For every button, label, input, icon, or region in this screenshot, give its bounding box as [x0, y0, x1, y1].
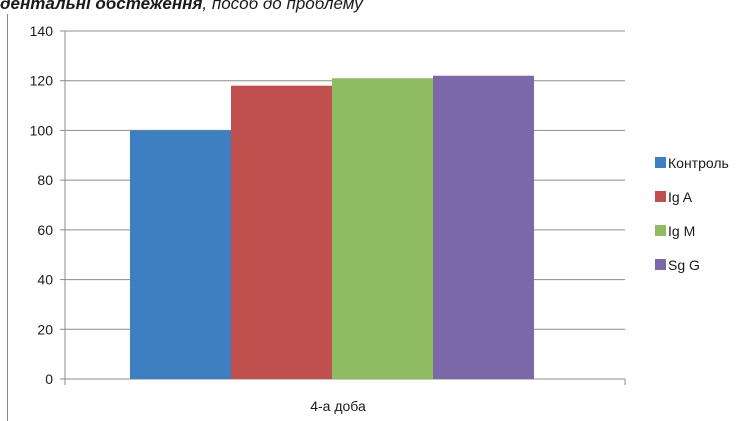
chart-frame-border: [7, 14, 8, 421]
legend-swatch: [655, 191, 666, 202]
legend-label: Ig M: [668, 223, 695, 239]
bars: [130, 75, 534, 379]
x-tick-labels: 4-а доба: [310, 398, 366, 414]
y-tick-label: 60: [37, 222, 53, 238]
legend-label: Контроль: [668, 155, 729, 171]
legend-swatch: [655, 225, 666, 236]
y-tick-label: 20: [37, 321, 53, 337]
legend-swatch: [655, 157, 666, 168]
legend: Контроль Ig A Ig M Sg G: [655, 155, 729, 273]
y-tick-label: 40: [37, 272, 53, 288]
legend-label: Ig A: [668, 189, 693, 205]
caption-italic: , пособ до проблему: [202, 0, 363, 13]
caption-bold: дентальні обстеження: [0, 0, 203, 13]
bar-ig-a: [231, 85, 332, 379]
legend-label: Sg G: [668, 257, 700, 273]
bar-контроль: [130, 130, 231, 379]
y-tick-label: 0: [45, 371, 53, 387]
y-tick-label: 120: [30, 73, 54, 89]
bar-ig-m: [332, 78, 433, 379]
y-tick-labels: 0 20 40 60 80 100 120 140: [30, 23, 54, 387]
bar-sg-g: [433, 75, 534, 379]
legend-swatch: [655, 259, 666, 270]
y-tick-label: 140: [30, 23, 54, 39]
x-tick-label: 4-а доба: [310, 398, 366, 414]
y-tick-label: 80: [37, 172, 53, 188]
y-tick-label: 100: [30, 122, 54, 138]
chart-caption: дентальні обстеження, пособ до проблему: [0, 0, 363, 16]
